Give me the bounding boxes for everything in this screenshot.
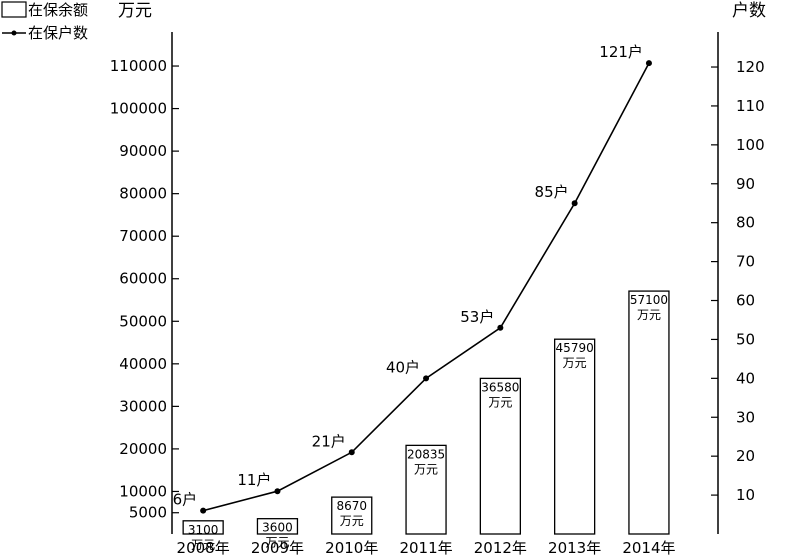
category-label: 2012年 bbox=[474, 539, 527, 557]
line-point-label: 121户 bbox=[599, 43, 643, 61]
bar-value-label: 57100 bbox=[630, 293, 668, 307]
legend-bar-label: 在保余额 bbox=[28, 1, 88, 19]
right-tick-label: 30 bbox=[736, 408, 755, 426]
bar-unit-label: 万元 bbox=[340, 514, 364, 528]
bar-unit-label: 万元 bbox=[488, 395, 512, 409]
legend-bar-swatch bbox=[1, 1, 27, 18]
bar-series: 3100万元3600万元8670万元20835万元36580万元45790万元5… bbox=[182, 290, 670, 552]
line-point bbox=[645, 60, 652, 67]
legend-line-label: 在保户数 bbox=[28, 24, 88, 42]
bar-value-label: 3100 bbox=[188, 523, 219, 537]
bar bbox=[628, 290, 670, 535]
left-tick-label: 40000 bbox=[119, 355, 167, 373]
category-label: 2010年 bbox=[325, 539, 378, 557]
line-point bbox=[423, 375, 430, 382]
category-label: 2009年 bbox=[251, 539, 304, 557]
legend-line-marker bbox=[11, 30, 17, 36]
left-tick-label: 110000 bbox=[110, 57, 167, 75]
line-point bbox=[200, 507, 207, 514]
left-tick-label: 90000 bbox=[119, 142, 167, 160]
left-tick-label: 70000 bbox=[119, 227, 167, 245]
right-tick-label: 120 bbox=[736, 58, 765, 76]
category-label: 2008年 bbox=[177, 539, 230, 557]
line-point-label: 40户 bbox=[386, 358, 420, 376]
left-tick-label: 10000 bbox=[119, 482, 167, 500]
left-tick-label: 20000 bbox=[119, 440, 167, 458]
bar bbox=[479, 377, 522, 535]
right-tick-label: 10 bbox=[736, 486, 755, 504]
line-point-label: 85户 bbox=[535, 183, 569, 201]
bar bbox=[554, 338, 596, 535]
right-tick-label: 110 bbox=[736, 97, 765, 115]
right-axis-ticks: 10 20 30 40 50 60 70 80 90 100 110 120 bbox=[711, 58, 765, 504]
bar bbox=[405, 444, 447, 535]
bar bbox=[331, 496, 373, 535]
line-point bbox=[348, 449, 355, 456]
line-point bbox=[571, 200, 578, 207]
right-tick-label: 60 bbox=[736, 292, 755, 310]
left-tick-label: 30000 bbox=[119, 397, 167, 415]
right-tick-label: 40 bbox=[736, 369, 755, 387]
line-point-label: 11户 bbox=[237, 471, 271, 489]
bar bbox=[256, 518, 299, 535]
line-point bbox=[497, 324, 504, 331]
left-axis-ticks: 5000 10000 20000 30000 40000 50000 60000 70000 8… bbox=[110, 57, 179, 522]
left-tick-label: 60000 bbox=[119, 270, 167, 288]
left-axis-title: 万元 bbox=[118, 1, 152, 21]
right-tick-label: 70 bbox=[736, 253, 755, 271]
bar-unit-label: 万元 bbox=[563, 356, 587, 370]
right-axis-title: 户数 bbox=[732, 1, 766, 21]
category-labels: 2008年 2009年 2010年 2011年 2012年 2013年 2014年 bbox=[177, 539, 676, 557]
left-tick-label: 5000 bbox=[129, 504, 167, 522]
line-point-label: 6户 bbox=[173, 491, 198, 509]
right-tick-label: 50 bbox=[736, 330, 755, 348]
bar-unit-label: 万元 bbox=[191, 538, 215, 552]
bar-value-label: 36580 bbox=[481, 380, 519, 394]
category-label: 2013年 bbox=[548, 539, 601, 557]
category-label: 2014年 bbox=[622, 539, 675, 557]
bar-value-label: 45790 bbox=[556, 341, 594, 355]
line-point bbox=[274, 488, 281, 495]
right-tick-label: 100 bbox=[736, 136, 765, 154]
legend: 在保余额 在保户数 bbox=[1, 1, 88, 42]
left-tick-label: 80000 bbox=[119, 185, 167, 203]
line-point-label: 53户 bbox=[460, 308, 494, 326]
right-tick-label: 20 bbox=[736, 447, 755, 465]
bar-value-label: 20835 bbox=[407, 447, 445, 461]
left-tick-label: 50000 bbox=[119, 312, 167, 330]
bar-unit-label: 万元 bbox=[265, 536, 289, 550]
right-tick-label: 90 bbox=[736, 175, 755, 193]
left-tick-label: 100000 bbox=[110, 100, 167, 118]
bar-unit-label: 万元 bbox=[637, 308, 661, 322]
bar-value-label: 8670 bbox=[336, 499, 367, 513]
category-label: 2011年 bbox=[399, 539, 452, 557]
right-tick-label: 80 bbox=[736, 214, 755, 232]
bar-value-label: 3600 bbox=[262, 521, 293, 535]
line-point-label: 21户 bbox=[312, 432, 346, 450]
line-series: 6户 11户 21户 40户 53户 85户 121户 bbox=[173, 43, 652, 514]
bar-unit-label: 万元 bbox=[414, 462, 438, 476]
bar bbox=[182, 520, 224, 535]
